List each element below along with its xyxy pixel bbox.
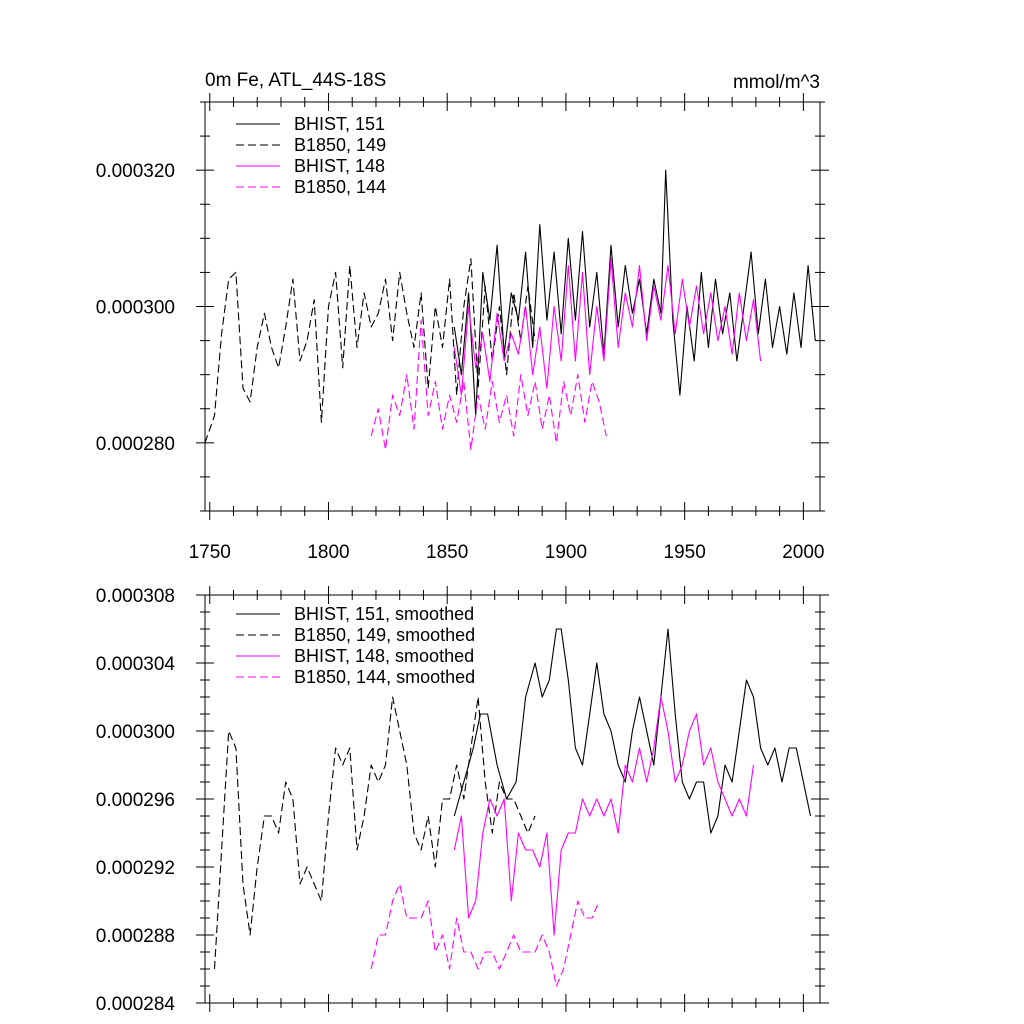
bottom-ticks: 0.000284 0.000288 0.000292 0.000296 0.000300… (96, 586, 829, 1015)
series-line-1 (204, 258, 536, 443)
legend-label: BHIST, 151, smoothed (294, 604, 474, 624)
series-line-2 (453, 258, 762, 396)
x-tick-label: 1750 (189, 542, 231, 563)
series-line-2 (453, 696, 755, 936)
y-tick-label: 0.000300 (96, 722, 175, 743)
legend-label: BHIST, 151 (294, 114, 385, 134)
legend-label: B1850, 144, smoothed (294, 667, 475, 687)
x-tick-label: 1900 (545, 542, 587, 563)
y-tick-label: 0.000308 (96, 586, 175, 607)
y-tick-label: 0.000292 (96, 858, 175, 879)
series-line-3 (370, 883, 600, 987)
y-tick-label: 0.000300 (96, 298, 175, 319)
x-tick-label: 1800 (307, 542, 349, 563)
top-series-group (204, 169, 816, 451)
y-tick-label: 0.000296 (96, 790, 175, 811)
y-tick-label: 0.000320 (96, 161, 175, 182)
series-line-3 (370, 319, 607, 451)
legend-label: BHIST, 148 (294, 156, 385, 176)
y-tick-label: 0.000284 (96, 994, 176, 1015)
bottom-panel: 0.000284 0.000288 0.000292 0.000296 0.000300… (96, 586, 829, 1015)
series-line-0 (453, 628, 812, 834)
legend-label: B1850, 144 (294, 177, 386, 197)
y-tick-label: 0.000288 (96, 926, 175, 947)
y-tick-label: 0.000280 (96, 434, 175, 455)
x-tick-label: 1850 (426, 542, 468, 563)
top-chart-title: 0m Fe, ATL_44S-18S (205, 70, 386, 91)
y-tick-label: 0.000304 (96, 654, 176, 675)
legend-label: BHIST, 148, smoothed (294, 646, 474, 666)
x-tick-label: 2000 (782, 542, 824, 563)
top-ticks: 1750 1800 1850 1900 1950 2000 0.000280 0.000300… (96, 93, 829, 563)
legend-label: B1850, 149, smoothed (294, 625, 475, 645)
legend-label: B1850, 149 (294, 135, 386, 155)
series-line-0 (453, 169, 816, 417)
bottom-series-group (213, 628, 812, 987)
top-panel: 0m Fe, ATL_44S-18S mmol/m^3 1750 1800 1850… (96, 70, 829, 563)
top-chart-units: mmol/m^3 (733, 72, 820, 93)
x-tick-label: 1950 (664, 542, 706, 563)
series-line-1 (213, 696, 536, 970)
